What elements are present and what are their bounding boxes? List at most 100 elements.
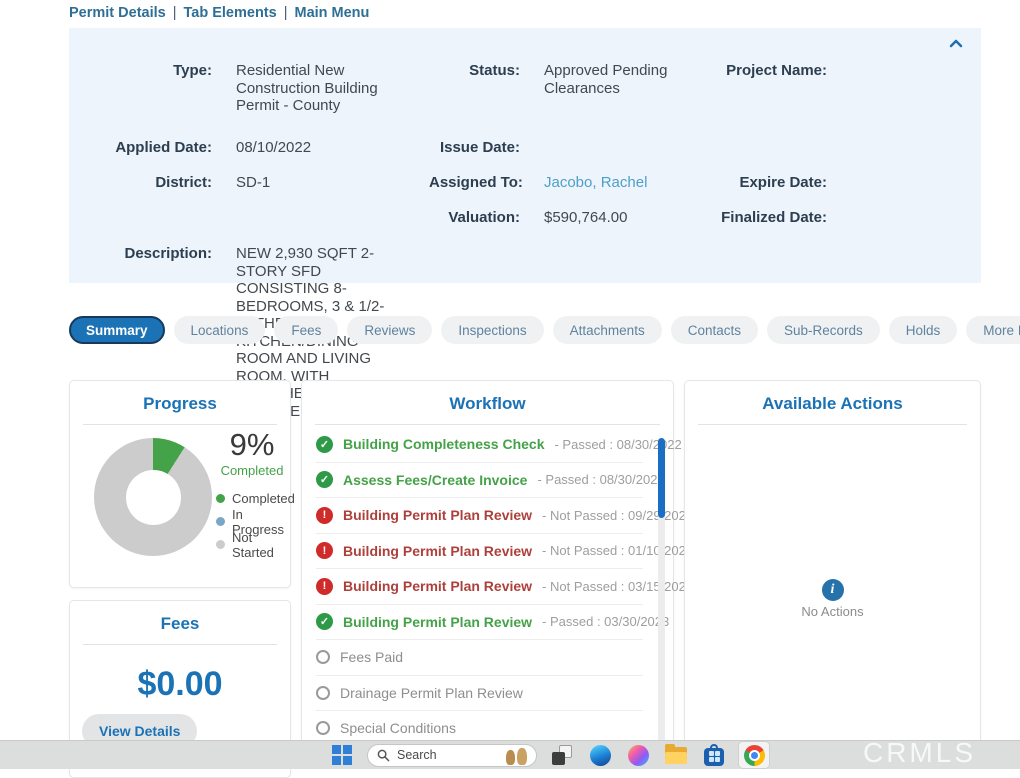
workflow-status-icon (316, 721, 330, 736)
project-name-value (827, 62, 981, 139)
store-glyph (704, 743, 724, 766)
legend-label-not-started: Not Started (232, 529, 274, 560)
fees-card-title: Fees (160, 614, 200, 633)
workflow-item[interactable]: Fees Paid (316, 640, 643, 676)
workflow-item[interactable]: ✓ Assess Fees/Create Invoice - Passed : … (316, 463, 665, 498)
tab-bar: Summary Locations Fees Reviews Inspections At… (69, 316, 1020, 344)
nav-separator: | (172, 5, 177, 21)
edge-browser-icon[interactable] (587, 742, 613, 768)
progress-card-title: Progress (143, 394, 217, 413)
edge-glyph (589, 744, 611, 766)
workflow-item[interactable]: ! Building Permit Plan Review - Not Pass… (316, 569, 693, 605)
legend-item-not-started: Not Started (216, 530, 295, 560)
file-explorer-icon[interactable] (663, 742, 689, 768)
nav-separator: | (283, 5, 288, 21)
donut-hole (125, 469, 181, 525)
tab-more-info[interactable]: More Info (966, 316, 1020, 344)
workflow-item[interactable]: ✓ Building Permit Plan Review - Passed :… (316, 605, 669, 640)
workflow-scrollbar-track[interactable] (658, 438, 665, 751)
workflow-step-name: Building Permit Plan Review (343, 613, 533, 630)
available-actions-card: Available Actions i No Actions (684, 380, 981, 760)
finalized-date-value (827, 209, 981, 245)
workflow-status-icon: ✓ (316, 471, 333, 489)
workflow-item[interactable]: ✓ Building Completeness Check - Passed :… (316, 427, 682, 463)
expire-date-value (827, 174, 981, 209)
workflow-item[interactable]: Drainage Permit Plan Review (316, 676, 643, 711)
legend-label-in-progress: In Progress (232, 506, 285, 537)
search-placeholder-text: Search (397, 748, 437, 762)
workflow-step-detail: - Not Passed : 03/15/2023 (542, 578, 694, 594)
project-name-label: Project Name: (726, 62, 827, 79)
workflow-step-detail: - Passed : 03/30/2023 (542, 614, 670, 630)
valuation-label: Valuation: (448, 209, 520, 226)
task-view-icon[interactable] (549, 742, 575, 768)
tab-holds[interactable]: Holds (888, 316, 958, 344)
assigned-to-label: Assigned To: (429, 174, 523, 191)
tab-sub-records[interactable]: Sub-Records (766, 316, 880, 344)
tab-contacts[interactable]: Contacts (670, 316, 758, 344)
workflow-step-name: Building Permit Plan Review (343, 578, 533, 595)
permit-details-panel: Type: Residential New Construction Build… (69, 28, 981, 420)
workflow-item[interactable]: ! Building Permit Plan Review - Not Pass… (316, 534, 693, 569)
start-button-icon[interactable] (329, 742, 355, 768)
divider (83, 424, 277, 425)
nav-link-main-menu[interactable]: Main Menu (294, 5, 370, 21)
chrome-browser-icon[interactable] (739, 742, 769, 768)
workflow-step-detail: - Not Passed : 01/10/2023 (542, 543, 694, 559)
crmls-watermark: CRMLS (862, 737, 976, 768)
status-label: Status: (469, 62, 520, 79)
workflow-status-icon (316, 685, 330, 700)
tab-locations[interactable]: Locations (173, 316, 266, 344)
legend-dot-completed (216, 494, 225, 503)
tab-summary[interactable]: Summary (69, 316, 165, 344)
tab-reviews[interactable]: Reviews (347, 316, 433, 344)
legend-dot-in-progress (216, 517, 225, 526)
tab-fees[interactable]: Fees (274, 316, 339, 344)
legend-label-completed: Completed (232, 491, 295, 506)
info-icon: i (821, 579, 844, 601)
status-value: Approved Pending Clearances (544, 62, 668, 97)
workflow-step-name: Building Permit Plan Review (343, 507, 533, 524)
divider (698, 424, 967, 425)
progress-percent-caption: Completed (220, 463, 284, 478)
progress-donut-chart (94, 438, 212, 556)
workflow-step-name: Fees Paid (340, 649, 404, 666)
tab-inspections[interactable]: Inspections (441, 316, 544, 344)
breadcrumb-nav: Permit Details | Tab Elements | Main Menu (69, 5, 369, 21)
district-value: SD-1 (236, 174, 271, 191)
workflow-status-icon: ! (316, 577, 333, 595)
available-actions-card-title: Available Actions (762, 394, 903, 413)
legend-item-in-progress: In Progress (216, 507, 295, 537)
workflow-card: Workflow ✓ Building Completeness Check -… (301, 380, 693, 760)
chrome-glyph (743, 744, 765, 766)
type-value: Residential New Construction Building Pe… (236, 62, 378, 114)
workflow-status-icon: ! (316, 506, 333, 524)
copilot-icon[interactable] (625, 742, 651, 768)
no-actions-text: No Actions (801, 604, 864, 619)
progress-percent-block: 9% Completed (212, 427, 292, 478)
workflow-list: ✓ Building Completeness Check - Passed :… (302, 427, 693, 747)
workflow-scrollbar-thumb[interactable] (658, 438, 665, 518)
taskbar-search-box[interactable]: Search (367, 743, 537, 767)
district-label: District: (155, 174, 212, 191)
workflow-item[interactable]: ! Building Permit Plan Review - Not Pass… (316, 498, 693, 534)
task-view-glyph (552, 745, 572, 765)
workflow-status-icon (316, 650, 330, 665)
copilot-glyph (627, 744, 649, 766)
windows-logo-icon (332, 745, 352, 765)
collapse-panel-chevron-up-icon[interactable] (948, 37, 968, 53)
workflow-step-detail: - Passed : 08/30/2022 (537, 472, 665, 488)
assigned-to-link[interactable]: Jacobo, Rachel (544, 174, 648, 191)
workflow-step-name: Special Conditions (340, 720, 456, 737)
workflow-step-name: Assess Fees/Create Invoice (343, 471, 528, 488)
progress-legend: Completed In Progress Not Started (216, 487, 295, 560)
nav-link-tab-elements[interactable]: Tab Elements (183, 5, 277, 21)
nav-link-permit-details[interactable]: Permit Details (69, 5, 166, 21)
search-icon (377, 749, 390, 761)
applied-date-value: 08/10/2022 (236, 139, 312, 156)
issue-date-label: Issue Date: (439, 139, 520, 156)
microsoft-store-icon[interactable] (701, 742, 727, 768)
tab-attachments[interactable]: Attachments (552, 316, 662, 344)
workflow-card-title: Workflow (449, 394, 526, 413)
applied-date-label: Applied Date: (115, 139, 212, 156)
